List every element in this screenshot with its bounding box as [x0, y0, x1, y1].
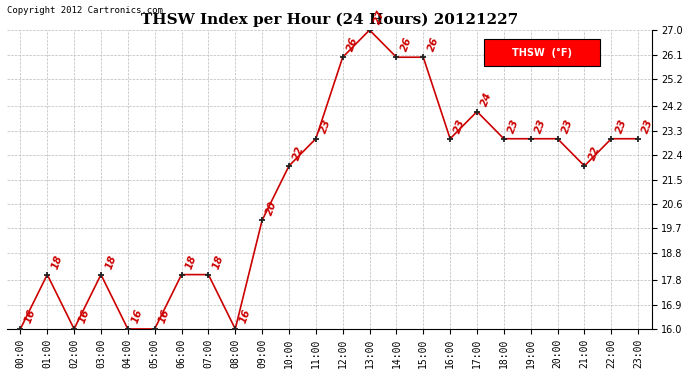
Text: 18: 18: [50, 254, 64, 270]
Text: 16: 16: [238, 308, 253, 325]
Text: 26: 26: [399, 36, 413, 53]
Text: 16: 16: [130, 308, 145, 325]
Text: 18: 18: [104, 254, 118, 270]
Text: 23: 23: [453, 118, 467, 135]
Text: 26: 26: [426, 36, 440, 53]
Text: 23: 23: [614, 118, 629, 135]
Text: 23: 23: [506, 118, 521, 135]
Text: 16: 16: [157, 308, 172, 325]
FancyBboxPatch shape: [484, 39, 600, 66]
Text: Copyright 2012 Cartronics.com: Copyright 2012 Cartronics.com: [7, 6, 163, 15]
Text: 23: 23: [319, 118, 333, 135]
Text: 23: 23: [560, 118, 575, 135]
Text: 20: 20: [265, 199, 279, 216]
Text: 27: 27: [372, 9, 386, 26]
Text: THSW  (°F): THSW (°F): [512, 47, 572, 57]
Text: 18: 18: [184, 254, 199, 270]
Text: 16: 16: [23, 308, 37, 325]
Text: 22: 22: [292, 145, 306, 162]
Text: 18: 18: [211, 254, 226, 270]
Text: 26: 26: [346, 36, 359, 53]
Text: 22: 22: [587, 145, 602, 162]
Title: THSW Index per Hour (24 Hours) 20121227: THSW Index per Hour (24 Hours) 20121227: [141, 13, 518, 27]
Text: 16: 16: [77, 308, 91, 325]
Text: 23: 23: [641, 118, 655, 135]
Text: 24: 24: [480, 90, 494, 108]
Text: 23: 23: [533, 118, 548, 135]
